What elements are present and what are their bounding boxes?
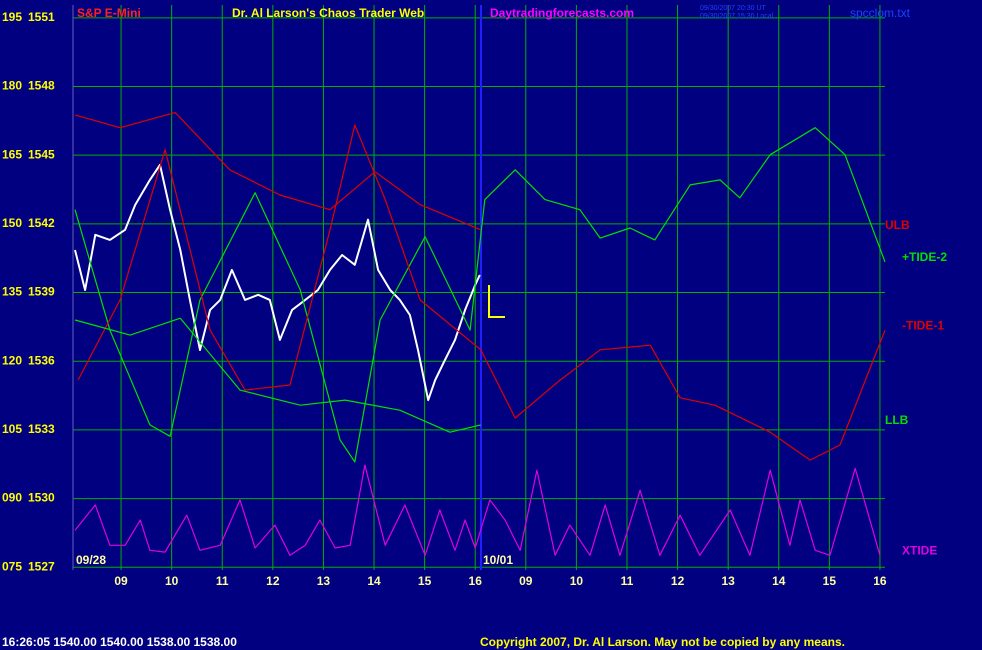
y2-tick-label: 1539 [28,285,55,299]
y-tick-label: 180 [2,79,22,93]
date-label: 10/01 [483,553,513,567]
x-tick-label: 09 [114,574,128,588]
signal-marker [488,285,505,318]
file-name: spcclom.txt [850,6,911,20]
grid [73,5,885,570]
x-tick-label: 16 [873,574,887,588]
legend-label: +TIDE-2 [902,250,947,264]
series-line [74,317,481,433]
timestamp: 09/30/2007 20:30 UT [700,5,766,12]
series-line [74,163,481,402]
y-tick-label: 150 [2,216,22,230]
y2-tick-label: 1536 [28,353,55,367]
symbol: S&P E-Mini [77,6,141,20]
legend-label: -TIDE-1 [902,318,944,332]
timestamp: 09/30/2007 15:30 Local [700,13,774,20]
x-tick-label: 11 [216,574,229,588]
copyright: Copyright 2007, Dr. Al Larson. May not b… [480,635,845,649]
y2-tick-label: 1533 [28,422,55,436]
x-tick-label: 10 [570,574,584,588]
y2-tick-label: 1548 [28,79,55,93]
x-tick-label: 14 [367,574,381,588]
date-label: 09/28 [76,553,106,567]
series-layer [74,112,886,556]
chart-title: Dr. Al Larson's Chaos Trader Web [232,6,424,20]
x-tick-label: 14 [772,574,786,588]
x-tick-label: 12 [671,574,685,588]
x-tick-label: 12 [266,574,280,588]
series-line [74,464,881,556]
x-tick-label: 13 [721,574,735,588]
x-tick-label: 13 [317,574,331,588]
legend-label: ULB [885,218,910,232]
legend-label: XTIDE [902,544,937,558]
site: Daytradingforecasts.com [490,6,634,20]
series-line [74,127,886,463]
x-tick-label: 16 [469,574,483,588]
series-line [74,112,482,231]
y2-tick-label: 1545 [28,147,55,161]
y-tick-label: 090 [2,491,22,505]
y-tick-label: 120 [2,353,22,367]
y2-tick-label: 1551 [28,10,55,24]
legend-label: LLB [885,413,909,427]
y-tick-label: 165 [2,147,22,161]
x-tick-label: 09 [519,574,533,588]
y-tick-label: 105 [2,422,22,436]
series-line [77,124,886,461]
status-line: 16:26:05 1540.00 1540.00 1538.00 1538.00 [2,635,237,649]
x-tick-label: 15 [823,574,837,588]
y2-tick-label: 1527 [28,559,55,573]
y-tick-label: 075 [2,559,22,573]
y2-tick-label: 1530 [28,491,55,505]
x-tick-label: 11 [621,574,634,588]
x-tick-label: 15 [418,574,432,588]
y2-tick-label: 1542 [28,216,55,230]
x-tick-label: 10 [165,574,179,588]
y-tick-label: 195 [2,10,22,24]
y-tick-label: 135 [2,285,22,299]
